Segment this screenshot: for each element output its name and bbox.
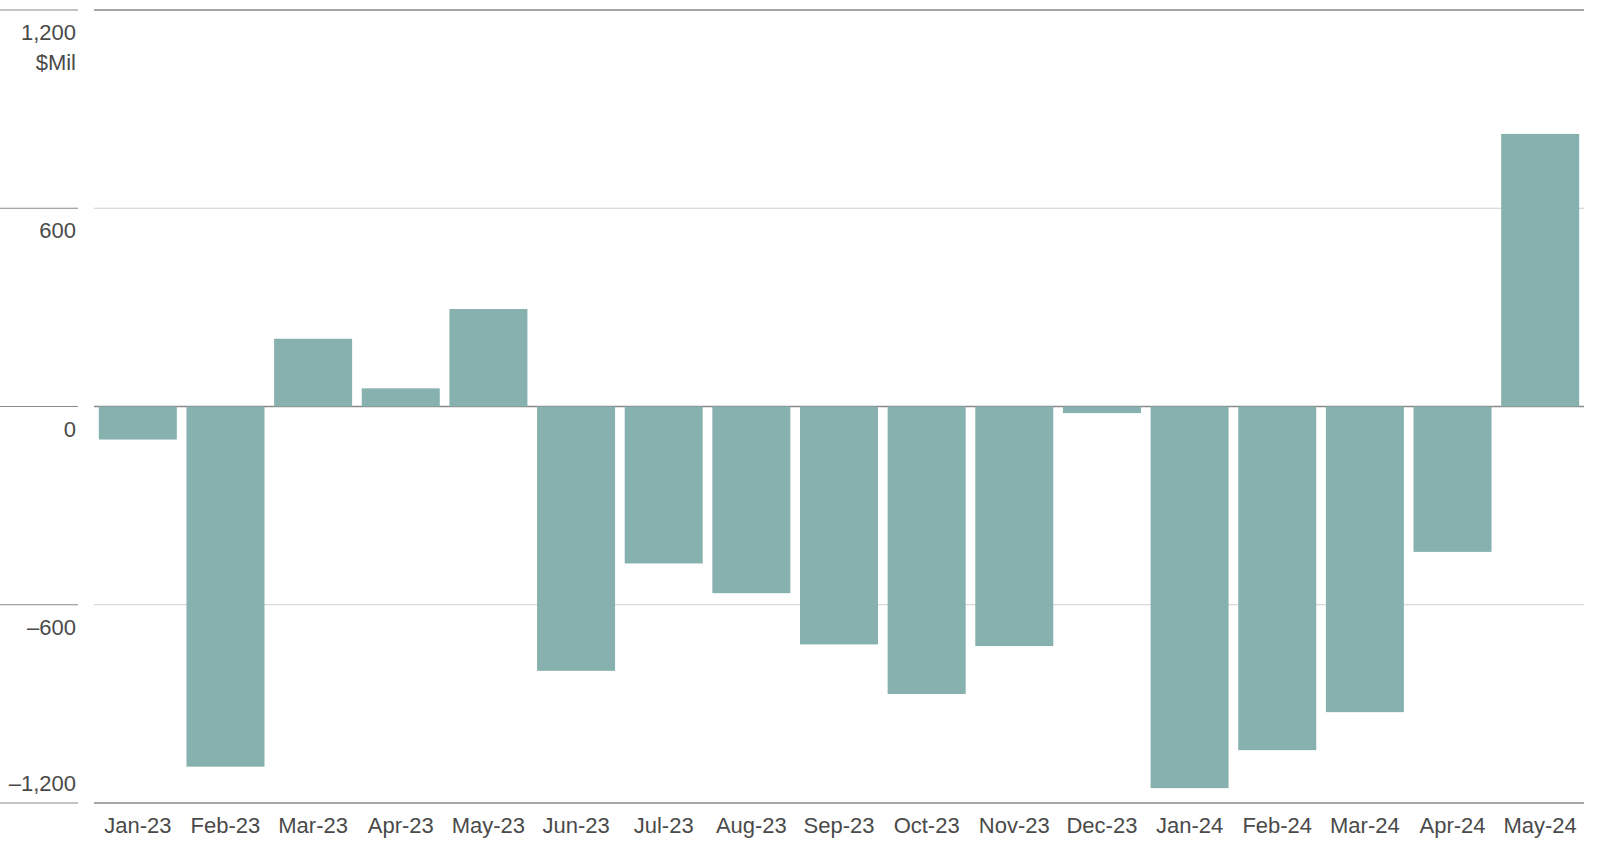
- x-tick-label: May-23: [452, 813, 525, 838]
- x-tick-label: Sep-23: [804, 813, 875, 838]
- bar: [1414, 407, 1492, 552]
- bar: [362, 388, 440, 406]
- bars: [99, 134, 1579, 788]
- tick-mark: [0, 10, 78, 11]
- grid-line: [94, 9, 1584, 11]
- grid-line: [94, 208, 1584, 209]
- bar: [99, 407, 177, 440]
- bar: [1326, 407, 1404, 713]
- x-tick-label: Jul-23: [634, 813, 694, 838]
- x-tick-label: Apr-23: [368, 813, 434, 838]
- x-tick-label: Feb-23: [191, 813, 261, 838]
- bar: [712, 407, 790, 594]
- bar: [625, 407, 703, 564]
- tick-mark: [0, 406, 78, 407]
- bar: [449, 309, 527, 406]
- bar: [1063, 407, 1141, 414]
- x-tick-label: Oct-23: [894, 813, 960, 838]
- grid-line: [94, 802, 1584, 804]
- y-axis-label: $Mil: [36, 50, 76, 75]
- tick-mark: [0, 803, 78, 804]
- x-tick-label: May-24: [1503, 813, 1576, 838]
- bar: [186, 407, 264, 767]
- chart-svg: –1,200 –600 0 600 1,200 $Mil Jan-23 Feb-23 Mar-2…: [0, 0, 1600, 853]
- bar: [975, 407, 1053, 647]
- x-tick-label: Apr-24: [1420, 813, 1486, 838]
- bar: [537, 407, 615, 671]
- y-tick-label: –600: [27, 615, 76, 640]
- x-tick-label: Nov-23: [979, 813, 1050, 838]
- tick-mark: [0, 604, 78, 605]
- y-tick-label: 1,200: [21, 20, 76, 45]
- x-tick-label: Mar-24: [1330, 813, 1400, 838]
- x-tick-label: Mar-23: [278, 813, 348, 838]
- tick-mark: [0, 208, 78, 209]
- bar: [800, 407, 878, 645]
- y-tick-label: –1,200: [9, 771, 76, 796]
- bar: [1151, 407, 1229, 789]
- bar: [274, 339, 352, 407]
- x-tick-label: Feb-24: [1242, 813, 1312, 838]
- x-tick-label: Jun-23: [542, 813, 609, 838]
- x-tick-label: Dec-23: [1066, 813, 1137, 838]
- chart-container: –1,200 –600 0 600 1,200 $Mil Jan-23 Feb-23 Mar-2…: [0, 0, 1600, 853]
- x-tick-label: Jan-24: [1156, 813, 1223, 838]
- x-tick-label: Jan-23: [104, 813, 171, 838]
- bar: [888, 407, 966, 694]
- bar: [1238, 407, 1316, 751]
- bar: [1501, 134, 1579, 407]
- y-tick-label: 600: [39, 218, 76, 243]
- y-tick-label: 0: [64, 417, 76, 442]
- x-tick-label: Aug-23: [716, 813, 787, 838]
